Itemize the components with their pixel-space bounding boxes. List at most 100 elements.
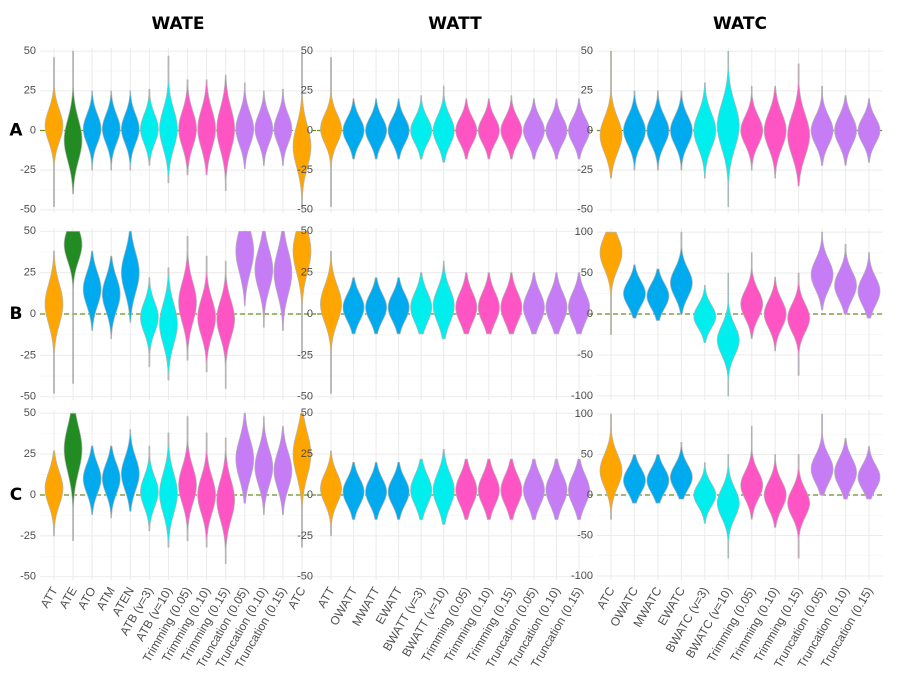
violin-truncation-0-05 [235,412,255,504]
violin-truncation-0-15 [857,98,881,163]
violin-body [101,445,121,519]
violin-body [568,272,590,335]
violin-ewatt [387,277,410,335]
violin-owatc [623,90,646,171]
violin-body [342,98,365,160]
violin-atc [599,50,623,179]
violin-body [522,272,545,335]
violin-att [44,250,64,394]
violin-body [646,454,670,504]
violin-truncation-0-15 [857,252,881,319]
violin-truncation-0-15 [273,230,293,331]
y-tick-label: -50 [20,391,36,403]
violin-body [623,454,646,504]
y-tick-label: -50 [297,571,313,583]
violin-body [432,85,455,163]
violin-truncation-0-15 [568,98,590,160]
violin-body [810,231,834,311]
y-tick-label: -50 [297,391,313,403]
y-tick-label: -25 [297,164,313,176]
y-tick-label: 0 [307,308,313,320]
panel-a-wate: -50 -25 0 25 50 [20,45,316,216]
violin-body [500,95,523,160]
violin-truncation-0-15 [568,458,590,520]
violin-body [235,230,255,307]
violin-bwatt-v-3 [410,272,433,335]
violin-att [44,57,64,207]
violin-ate [63,50,83,195]
violin-body [763,454,787,528]
panel-b-watt: -50 -25 0 25 50 [297,225,593,403]
y-tick-label: 0 [30,308,36,320]
violin-mwatc [646,90,670,171]
violin-truncation-0-10 [834,95,857,166]
violin-body [101,90,121,171]
violin-body [178,235,197,361]
y-tick-label: -25 [577,164,593,176]
panel-b-wate: -50 -25 0 25 50 [20,225,316,403]
y-tick-label: 25 [301,448,313,460]
violin-body [763,85,787,179]
violin-truncation-0-05 [522,458,545,520]
violin-bwatt-v-10 [432,260,455,340]
violin-body [599,231,623,335]
violin-body [857,98,881,163]
violin-body [140,88,159,166]
violin-atc [292,412,312,548]
violin-trimming-0-05 [178,79,197,176]
violin-truncation-0-10 [834,437,857,500]
violin-atc [599,231,623,335]
violin-body [342,277,365,335]
violin-owatc [623,264,646,319]
violin-body [410,272,433,335]
violin-aten [120,429,140,512]
violin-truncation-0-15 [568,272,590,335]
y-tick-label: 25 [301,85,313,97]
violin-body [455,272,478,335]
violin-body [669,90,693,171]
y-tick-label: 50 [301,225,313,237]
y-tick-label: -25 [297,349,313,361]
panel-a-watc: -50 -25 0 25 50 [577,45,883,216]
violin-body [292,412,312,548]
violin-ato [82,90,102,171]
violin-trimming-0-05 [178,416,197,542]
y-tick-label: 0 [587,124,593,136]
panel-a-watt: -50 -25 0 25 50 [297,45,593,216]
violin-body [763,276,787,352]
violin-body [693,284,717,344]
violin-bwatt-v-10 [432,85,455,163]
column-title-wate: WATE [151,14,204,34]
violin-bwatt-v-10 [432,448,455,525]
violin-body [599,413,623,520]
violin-body [63,412,83,542]
violin-body [693,462,717,524]
violin-body [716,454,740,559]
violin-truncation-0-05 [235,82,255,169]
violin-body [273,426,293,515]
violin-atm [101,90,121,171]
violin-body [197,79,216,176]
violin-body [387,277,410,335]
violin-body [623,264,646,319]
violin-atb-v-3 [140,277,159,368]
violin-body [810,85,834,166]
violin-truncation-0-05 [235,230,255,307]
violin-body [740,85,764,171]
violin-body [254,416,274,515]
violin-body [787,272,810,376]
y-tick-label: 50 [301,45,313,57]
violin-ewatc [669,231,693,315]
violin-atm [101,445,121,519]
violin-atm [101,255,121,340]
y-tick-label: -50 [577,349,593,361]
violin-body [159,55,178,184]
violin-body [857,252,881,319]
violin-ewatt [387,98,410,160]
violin-body [254,90,274,166]
violin-truncation-0-10 [545,458,568,520]
x-tick-label-att: ATT [38,584,61,610]
y-tick-label: -100 [571,570,593,582]
violin-att [320,250,342,394]
